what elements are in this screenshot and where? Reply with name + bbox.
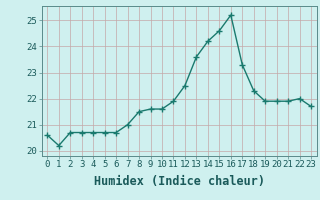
X-axis label: Humidex (Indice chaleur): Humidex (Indice chaleur) bbox=[94, 175, 265, 188]
